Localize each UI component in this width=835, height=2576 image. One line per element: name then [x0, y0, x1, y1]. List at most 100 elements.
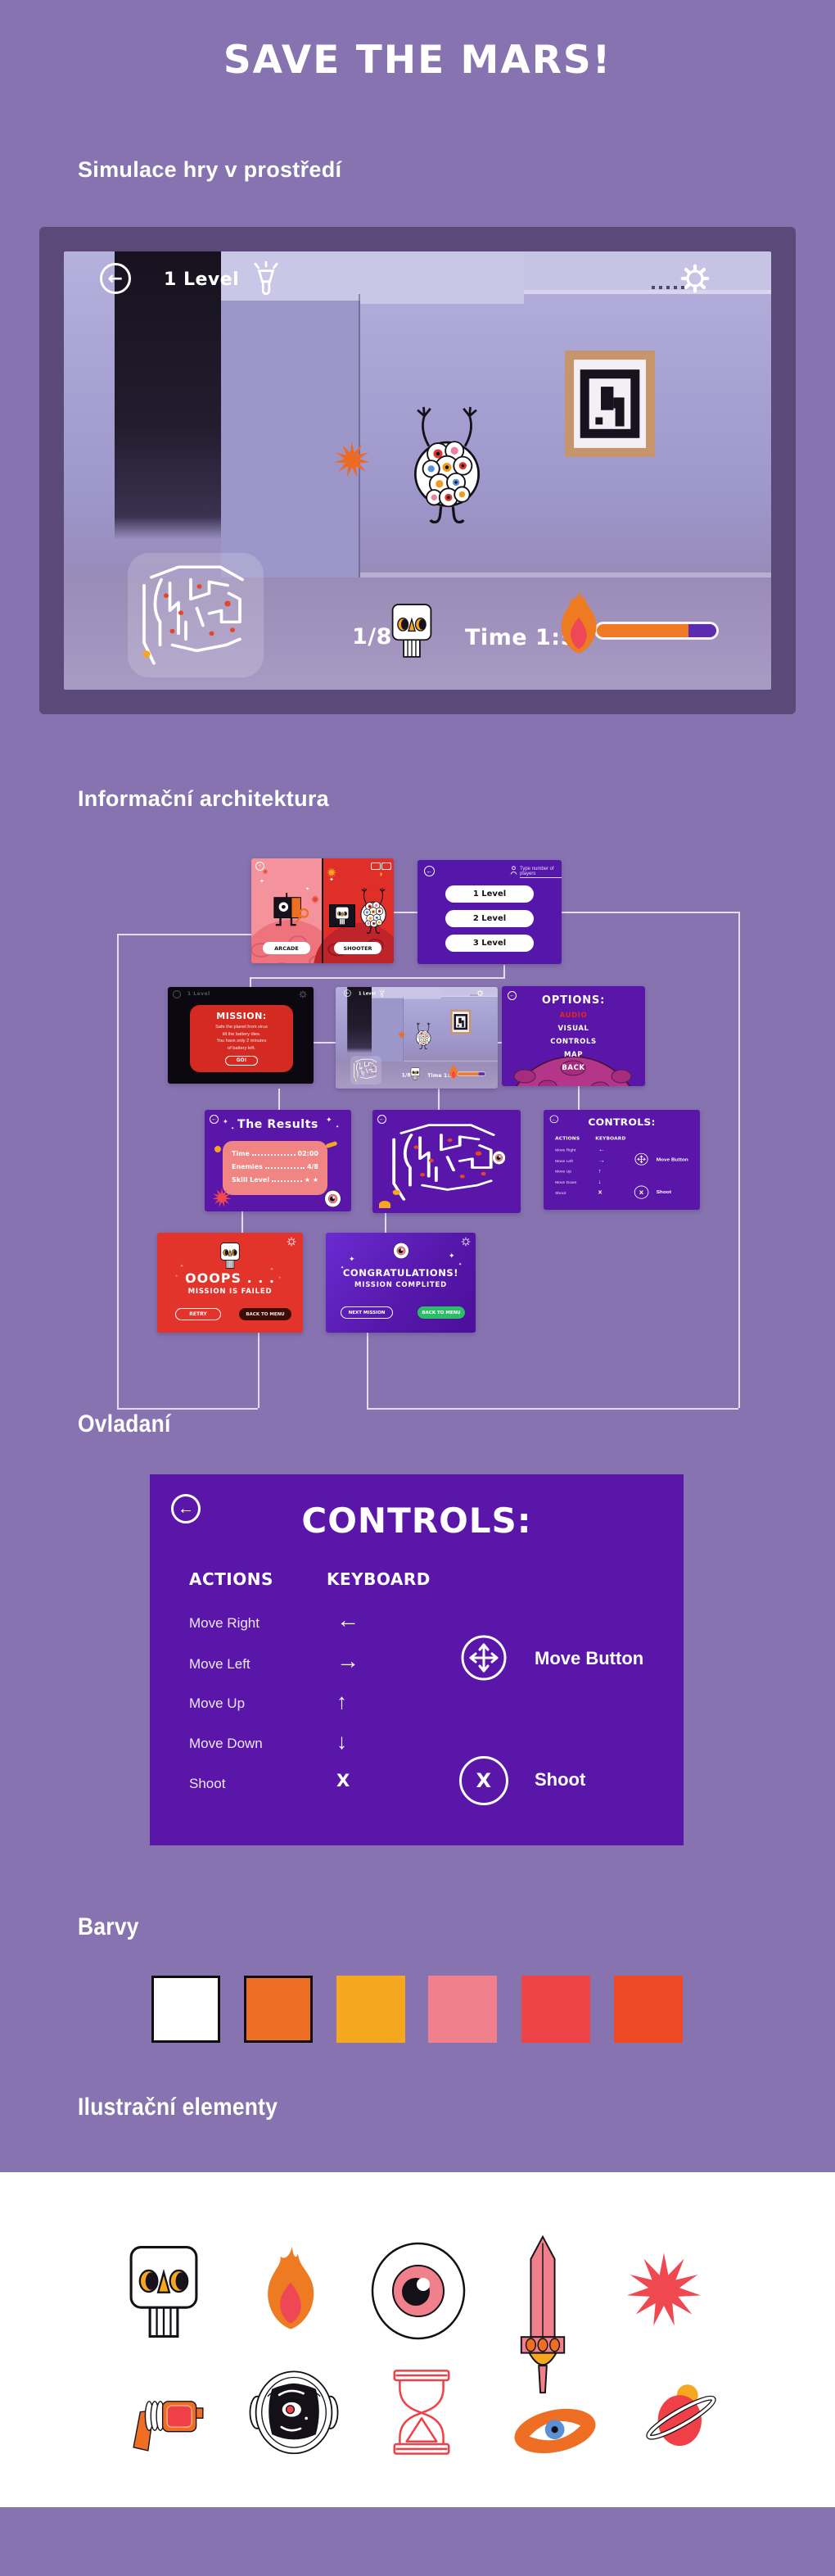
options-item-map: MAP [563, 1051, 584, 1059]
mission-line: Safe the planet from virus [215, 1025, 268, 1030]
sparkle-icon: ✧ [187, 1280, 191, 1285]
result-label: Time [232, 1150, 250, 1157]
action-label: Move Down [555, 1179, 577, 1184]
key-glyph: ↑ [336, 1689, 347, 1714]
sword-illustration [520, 2234, 566, 2394]
options-item-visual: VISUAL [557, 1025, 589, 1033]
sparkle-icon: ✦ [305, 886, 310, 892]
action-label: Move Up [555, 1169, 571, 1174]
flow-line [562, 912, 738, 913]
move-button-icon[interactable] [634, 1152, 649, 1166]
minimap-maze [141, 565, 244, 665]
options-planet [513, 1056, 632, 1086]
action-label: Move Left [555, 1158, 573, 1163]
minimap [350, 1056, 381, 1085]
flow-line [312, 1042, 336, 1044]
skull-counter-icon [391, 604, 432, 658]
go-button: GO! [225, 1055, 258, 1066]
controls-panel-wrap: ← CONTROLS: ACTIONS KEYBOARD Move Right … [150, 1474, 684, 1845]
back-button[interactable]: ← [100, 263, 131, 294]
flow-line [367, 1333, 368, 1408]
back-button[interactable]: ← [344, 989, 351, 997]
flow-node-results: ← ✦ ✦ ✦ ✦ The Results Time 02:00 Enemies 4… [205, 1110, 351, 1211]
key-glyph: X [336, 1771, 350, 1791]
ray-gun-illustration [133, 2401, 204, 2452]
shoot-button-icon[interactable]: X [634, 1185, 649, 1199]
back-button-mini: ← [508, 991, 517, 1000]
action-label: Move Down [189, 1736, 263, 1751]
mini-controls-slot: ← CONTROLS: ACTIONS KEYBOARD Move Right … [544, 1110, 700, 1210]
flow-line [117, 934, 119, 1408]
shoot-button-icon[interactable]: X [459, 1756, 508, 1805]
mini-burst-icon [326, 867, 337, 878]
back-button[interactable]: ← [171, 1494, 201, 1523]
room-rail [512, 290, 771, 294]
room-upper-wall [371, 987, 441, 999]
match-progress-bar [594, 622, 719, 640]
flow-line [241, 1211, 243, 1233]
result-value: 02:00 [297, 1150, 318, 1157]
ar-marker [565, 350, 655, 458]
skull-counter-icon [410, 1067, 420, 1080]
room-rail-marks [652, 286, 684, 289]
options-item-audio: AUDIO [559, 1012, 588, 1020]
match-progress-bar [457, 1071, 486, 1076]
sound-icon: « [255, 862, 264, 871]
burst-icon [212, 1188, 232, 1207]
move-button-icon[interactable] [459, 1633, 508, 1682]
flow-node-controls: ← CONTROLS: ACTIONS KEYBOARD Move Right … [544, 1110, 700, 1210]
eyeball-icon [324, 1190, 341, 1207]
sparkle-icon: ✧ [270, 1267, 274, 1272]
ar-marker [450, 1009, 472, 1034]
eyeball-monster [413, 405, 481, 524]
flow-line [394, 912, 418, 913]
action-label: Move Right [555, 1148, 576, 1152]
shooter-half: ✦ ◗ SHOOTER [314, 858, 394, 963]
starburst-hit-icon [397, 1030, 406, 1039]
starburst-hit-icon [334, 441, 370, 478]
key-glyph: → [336, 1648, 359, 1673]
room-baseboard [403, 1060, 498, 1062]
back-button[interactable]: ← [549, 1115, 559, 1124]
action-label: Shoot [555, 1190, 566, 1196]
level-1-button: 1 Level [445, 885, 534, 903]
flow-line [503, 965, 505, 977]
kill-counter: 1/8 [352, 624, 392, 650]
column-actions: ACTIONS [555, 1135, 580, 1141]
flow-node-failed: ✧ ✧ ✧ ✧ ✧ OOOPS . . . MISSION IS FAILED … [157, 1233, 303, 1333]
toggle-icon [381, 862, 391, 870]
key-glyph: ↓ [598, 1178, 602, 1185]
back-icon: ← [345, 990, 350, 996]
key-glyph: X [598, 1189, 603, 1195]
level-3-button: 3 Level [445, 935, 534, 952]
settings-gear-icon[interactable] [679, 263, 711, 294]
key-glyph: ↓ [336, 1729, 347, 1754]
comet-doodle [325, 1140, 338, 1149]
room-ceiling [438, 987, 498, 997]
flashlight-icon[interactable] [254, 261, 278, 296]
flow-line [367, 1408, 738, 1410]
room-ceiling [512, 251, 771, 292]
eyeball-icon [492, 1151, 506, 1165]
orange-dot [214, 1146, 221, 1152]
column-actions: ACTIONS [189, 1569, 273, 1589]
hourglass-illustration [393, 2370, 450, 2455]
action-label: Shoot [189, 1776, 226, 1791]
level-label: 1 Level [358, 991, 377, 996]
back-to-menu-button: BACK TO MENU [239, 1308, 291, 1320]
settings-gear-icon[interactable] [476, 989, 484, 997]
key-glyph: ← [598, 1145, 606, 1152]
sparkle-icon: ✦ [260, 878, 264, 885]
eyeball-monster [415, 1022, 431, 1050]
flow-node-mission: 1 Level MISSION: Safe the planet from vi… [168, 987, 314, 1084]
sparkle-icon: ✧ [278, 1275, 282, 1279]
flow-line [385, 1211, 386, 1233]
shoot-label: Shoot [535, 1769, 586, 1790]
game-screen: ← 1 Level 1/8 Time 1:55 [336, 987, 498, 1088]
back-button-mini: ← [210, 1115, 219, 1124]
column-keyboard: KEYBOARD [595, 1135, 626, 1141]
flashlight-icon[interactable] [379, 989, 385, 998]
faint-gear-icon [299, 990, 307, 998]
starburst-illustration [627, 2252, 701, 2326]
sparkle-icon: ✦ [341, 1265, 345, 1270]
